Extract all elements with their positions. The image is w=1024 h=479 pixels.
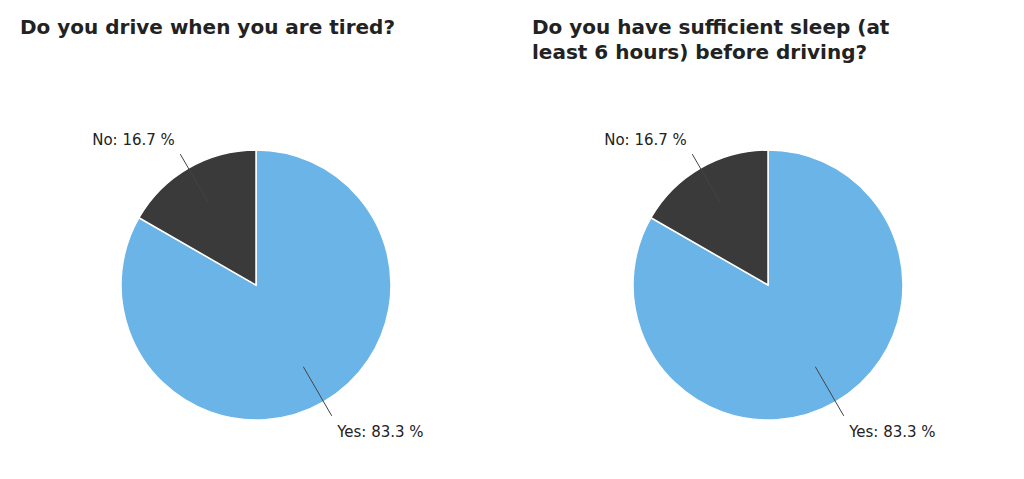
leader-line xyxy=(692,154,720,203)
chart-title: Do you have sufficient sleep (atleast 6 … xyxy=(532,15,890,64)
slices xyxy=(121,150,391,420)
leader-line xyxy=(180,154,208,203)
leader-line xyxy=(815,367,843,416)
slice-label: No: 16.7 % xyxy=(604,131,687,149)
pie-slice xyxy=(651,150,768,285)
pie-chart: Do you drive when you are tired? Yes: 83.… xyxy=(20,15,424,441)
slice-label: Yes: 83.3 % xyxy=(848,423,935,441)
chart-title: Do you drive when you are tired? xyxy=(20,15,395,39)
slices xyxy=(633,150,903,420)
slice-label: No: 16.7 % xyxy=(92,131,175,149)
pie-slice xyxy=(633,150,903,420)
leader-line xyxy=(303,367,331,416)
labels: Yes: 83.3 % No: 16.7 % xyxy=(92,131,423,441)
slice-label: Yes: 83.3 % xyxy=(336,423,423,441)
chart-canvas: Do you drive when you are tired? Yes: 83.… xyxy=(0,0,1024,479)
pie-chart: Do you have sufficient sleep (atleast 6 … xyxy=(532,15,936,441)
pie-slice xyxy=(139,150,256,285)
labels: Yes: 83.3 % No: 16.7 % xyxy=(604,131,935,441)
pie-slice xyxy=(121,150,391,420)
